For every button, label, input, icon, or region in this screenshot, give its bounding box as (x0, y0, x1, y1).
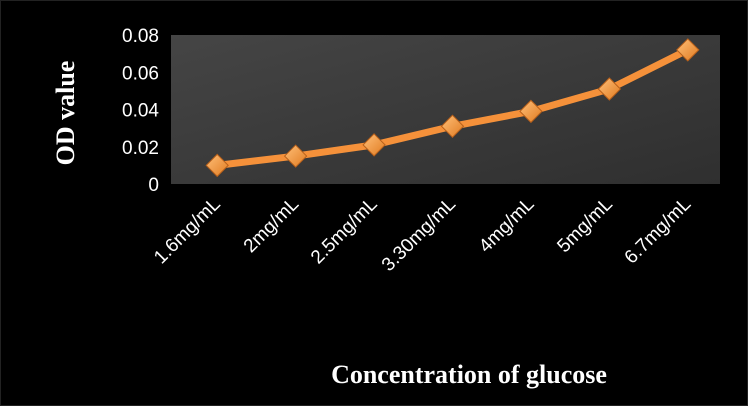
y-tick-label: 0.02 (122, 138, 159, 159)
data-point-marker (362, 133, 386, 157)
data-point-marker (205, 153, 229, 178)
data-point-marker (676, 38, 700, 62)
y-tick-label: 0.06 (122, 63, 159, 84)
x-axis: 1.6mg/mL 2mg/mL 2.5mg/mL3.30mg/mL 4mg/mL 5mg… (150, 194, 695, 276)
y-axis-label: OD value (51, 61, 80, 166)
data-point-marker (597, 77, 622, 101)
x-tick-label: 2.5mg/mL (307, 194, 382, 269)
data-point-marker (440, 114, 465, 138)
y-tick-label: 0.08 (122, 26, 159, 47)
y-tick-label: 0.04 (122, 101, 159, 122)
y-axis: 0 0.02 0.04 0.06 0.08 (122, 26, 159, 196)
y-tick-label: 0 (148, 175, 159, 196)
data-point-marker (283, 144, 308, 168)
x-tick-label: 3.30mg/mL (378, 194, 460, 276)
x-tick-label: 5mg/mL (554, 194, 617, 257)
x-tick-label: 4mg/mL (475, 194, 538, 257)
data-point-marker (519, 99, 543, 124)
x-tick-label: 2mg/mL (240, 194, 303, 257)
x-axis-label: Concentration of glucose (331, 360, 607, 389)
x-tick-label: 1.6mg/mL (150, 194, 225, 269)
series-od-value (205, 38, 700, 178)
x-tick-label: 6.7mg/mL (621, 194, 696, 269)
